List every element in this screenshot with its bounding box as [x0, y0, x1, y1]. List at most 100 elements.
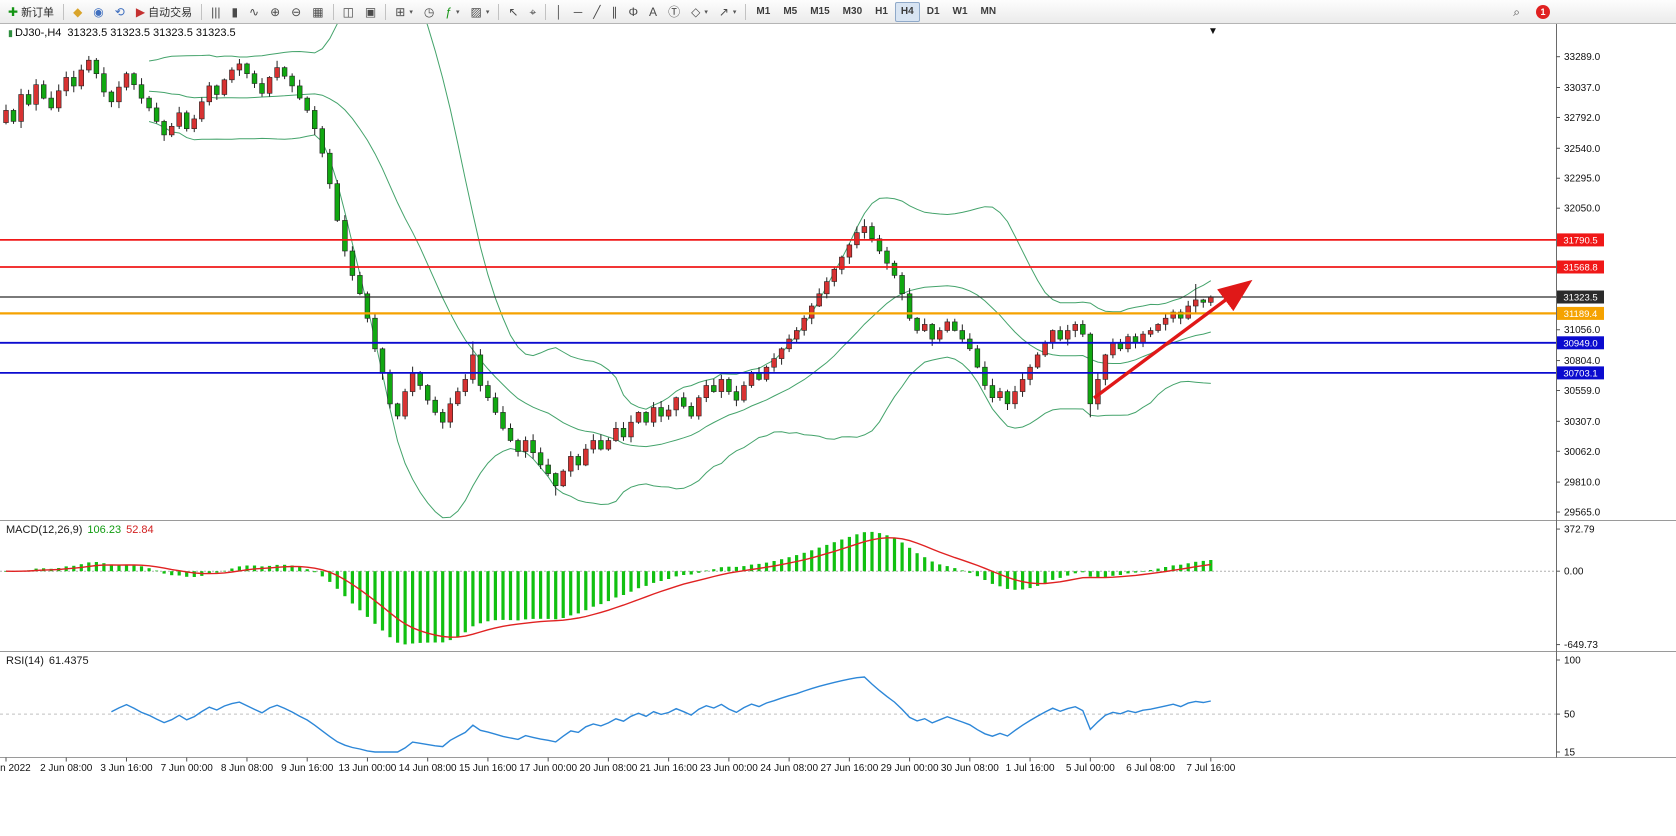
trendline-button[interactable]: ╱ [588, 2, 605, 22]
tile-windows-button[interactable]: ▦ [307, 2, 328, 22]
search-icon-button[interactable]: ⌕ [1508, 2, 1525, 22]
zoom-in-button[interactable]: ⊕ [265, 2, 285, 22]
dropdown-caret-icon: ▾ [456, 8, 460, 16]
timeframe-w1-button[interactable]: W1 [947, 2, 974, 22]
indicators-button[interactable]: ƒ ▾ [440, 2, 464, 22]
svg-text:7 Jun 00:00: 7 Jun 00:00 [161, 763, 214, 774]
text-label-button[interactable]: Ⓣ [663, 2, 685, 22]
chart-window-button[interactable]: ▣ [360, 2, 381, 22]
dropdown-caret-icon: ▾ [732, 8, 737, 16]
timeframe-mn-button[interactable]: MN [975, 2, 1003, 22]
timeframe-m15-button[interactable]: M15 [804, 2, 835, 22]
chart-ohlc-values: 31323.5 31323.5 31323.5 31323.5 [67, 27, 236, 39]
price-tag-31790.5: 31790.5 [1557, 233, 1604, 247]
trend-arrow[interactable] [1092, 279, 1253, 400]
timeframe-h4-button-label: H4 [900, 6, 914, 17]
macd-histogram [4, 531, 1213, 645]
period-clock-button[interactable]: ◷ [419, 2, 439, 22]
channel-icon: ∥ [611, 4, 618, 19]
trendline-icon: ╱ [593, 4, 601, 19]
svg-text:1 Jun 2022: 1 Jun 2022 [0, 763, 31, 774]
text-button[interactable]: A [644, 2, 662, 22]
timeframe-m5-button[interactable]: M5 [777, 2, 803, 22]
vertical-line-button[interactable]: │ [550, 2, 568, 22]
clock-icon: ◷ [423, 4, 435, 19]
fibonacci-button[interactable]: Φ [623, 2, 643, 22]
notifications-badge[interactable]: 1 [1531, 2, 1555, 22]
new-order-button-label: 新订单 [21, 6, 55, 19]
price-tag-31323.5: 31323.5 [1557, 290, 1604, 304]
rsi-indicator-label: RSI(14) 61.4375 [6, 655, 89, 667]
horizontal-line-button[interactable]: ─ [569, 2, 588, 22]
chart-symbol-period: DJ30-,H4 [14, 27, 62, 39]
svg-text:17 Jun 00:00: 17 Jun 00:00 [519, 763, 577, 774]
refresh-icon-button[interactable]: ⟲ [110, 2, 130, 22]
timeframe-m30-button-label: M30 [842, 6, 863, 17]
timeframe-w1-button-label: W1 [952, 6, 968, 17]
svg-text:30804.0: 30804.0 [1564, 356, 1601, 367]
svg-text:30559.0: 30559.0 [1564, 386, 1601, 397]
indicators-icon: ƒ [445, 4, 453, 19]
line-chart-icon: ∿ [249, 4, 260, 19]
new-chart-icon: ⊞ [395, 4, 406, 19]
crosshair-button[interactable]: ⌖ [524, 2, 541, 22]
svg-text:2 Jun 08:00: 2 Jun 08:00 [40, 763, 93, 774]
market-watch-icon-button[interactable]: ◉ [88, 2, 108, 22]
cursor-button[interactable]: ↖ [503, 2, 523, 22]
metaeditor-icon: ◆ [73, 4, 83, 19]
toolbar-separator [385, 3, 387, 20]
new-order-button[interactable]: ✚ 新订单 [3, 2, 59, 22]
svg-text:32295.0: 32295.0 [1564, 174, 1601, 185]
zoom-out-button[interactable]: ⊖ [286, 2, 306, 22]
toolbar-separator [63, 3, 65, 20]
timeframe-mn-button-label: MN [980, 6, 997, 17]
price-axis: 33289.0 33037.0 32792.0 32540.0 32295.0 32050… [1556, 52, 1601, 519]
svg-text:31568.8: 31568.8 [1563, 263, 1597, 274]
price-tag-30703.1: 30703.1 [1557, 366, 1604, 380]
shapes-icon: ◇ [691, 4, 701, 19]
price-tag-31568.8: 31568.8 [1557, 260, 1604, 274]
timeframe-h4-button[interactable]: H4 [894, 1, 920, 22]
svg-text:31056.0: 31056.0 [1564, 325, 1601, 336]
timeframe-m30-button[interactable]: M30 [837, 2, 868, 22]
svg-text:13 Jun 00:00: 13 Jun 00:00 [339, 763, 397, 774]
line-chart-button[interactable]: ∿ [244, 2, 264, 22]
bollinger-bands [148, 0, 1212, 519]
svg-text:6 Jul 08:00: 6 Jul 08:00 [1126, 763, 1175, 774]
candlestick-chart-button[interactable]: ▮ [226, 2, 243, 22]
bar-chart-button[interactable]: ||| [206, 2, 225, 22]
svg-text:9 Jun 16:00: 9 Jun 16:00 [281, 763, 334, 774]
arrows-icon: ↗ [718, 4, 729, 19]
svg-text:32050.0: 32050.0 [1564, 204, 1601, 215]
svg-text:29 Jun 00:00: 29 Jun 00:00 [881, 763, 939, 774]
templates-button[interactable]: ▨ ▾ [466, 2, 495, 22]
svg-text:50: 50 [1564, 710, 1576, 721]
shapes-button[interactable]: ◇ ▾ [686, 2, 713, 22]
fibonacci-icon: Φ [628, 4, 639, 19]
cursor-icon: ↖ [508, 4, 519, 19]
arrows-button[interactable]: ↗ ▾ [714, 2, 742, 22]
toolbar-separator [545, 3, 547, 20]
svg-text:30949.0: 30949.0 [1563, 338, 1597, 349]
timeframe-h1-button[interactable]: H1 [869, 2, 894, 22]
new-chart-button[interactable]: ⊞ ▾ [390, 2, 418, 22]
svg-text:30307.0: 30307.0 [1564, 417, 1601, 428]
metaeditor-icon-button[interactable]: ◆ [68, 2, 87, 22]
zoom-in-icon: ⊕ [270, 4, 281, 19]
arrange-windows-button[interactable]: ◫ [338, 2, 359, 22]
timeframe-d1-button-label: D1 [926, 6, 940, 17]
chart-shift-marker[interactable]: ▼ [1208, 26, 1218, 37]
timeframe-d1-button[interactable]: D1 [921, 2, 946, 22]
arrange-windows-icon: ◫ [342, 4, 354, 19]
horizontal-line-icon: ─ [573, 4, 583, 19]
toolbar-right-group: ⌕ 1 [1508, 2, 1555, 22]
auto-trading-button[interactable]: ▶ 自动交易 [131, 2, 197, 22]
svg-text:14 Jun 08:00: 14 Jun 08:00 [399, 763, 457, 774]
svg-text:33037.0: 33037.0 [1564, 83, 1601, 94]
svg-text:21 Jun 16:00: 21 Jun 16:00 [640, 763, 698, 774]
equidistant-channel-button[interactable]: ∥ [606, 2, 622, 22]
market-watch-icon: ◉ [93, 4, 104, 19]
chart-window-icon: ▣ [364, 4, 377, 19]
timeframe-m1-button[interactable]: M1 [750, 2, 776, 22]
